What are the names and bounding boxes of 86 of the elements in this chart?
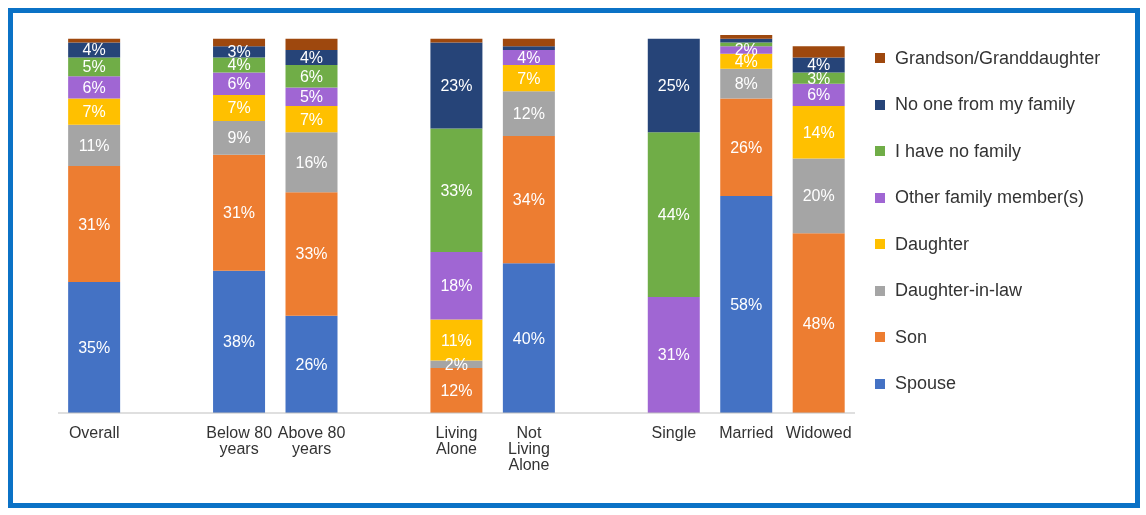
x-tick-label: Single	[651, 424, 697, 442]
data-label: 23%	[440, 77, 473, 95]
bar	[68, 282, 121, 413]
bar	[213, 121, 266, 155]
bar	[430, 128, 483, 253]
x-tick-label: Widowed	[785, 424, 852, 442]
bar	[720, 195, 773, 413]
x-tick-label: Living Alone	[435, 424, 478, 458]
data-label: 4%	[517, 48, 541, 66]
legend-label: Daughter	[894, 232, 971, 256]
bar	[68, 165, 121, 283]
legend-label: No one from my family	[894, 93, 1077, 117]
x-tick-label: Below 80 years	[206, 424, 273, 458]
data-label: 8%	[734, 75, 758, 93]
bar	[213, 154, 266, 271]
bar	[285, 38, 338, 50]
bar	[647, 132, 700, 297]
bar	[502, 91, 555, 137]
data-label: 9%	[227, 129, 251, 147]
data-label: 6%	[227, 75, 251, 93]
bar	[792, 46, 845, 58]
data-label: 5%	[299, 88, 324, 106]
data-label: 7%	[227, 99, 251, 117]
bar	[792, 106, 845, 159]
bar	[213, 270, 266, 413]
data-label: 4%	[227, 56, 251, 74]
bar	[430, 252, 483, 320]
legend-label: Other family member(s)	[894, 186, 1086, 210]
data-label: 7%	[299, 110, 324, 128]
bar	[502, 136, 555, 264]
data-label: 48%	[802, 314, 835, 332]
data-label: 6%	[82, 78, 106, 96]
data-label: 34%	[512, 191, 545, 209]
bar	[502, 263, 555, 413]
data-label: 26%	[295, 355, 328, 373]
bar	[285, 192, 338, 316]
data-label: 44%	[657, 206, 690, 224]
data-label: 18%	[440, 277, 473, 295]
data-label: 16%	[295, 153, 328, 171]
data-label: 11%	[78, 136, 110, 154]
data-label: 4%	[299, 48, 324, 66]
data-label: 31%	[78, 215, 111, 233]
data-label: 31%	[223, 204, 256, 222]
bar	[720, 35, 773, 39]
legend-label: Son	[894, 325, 929, 349]
data-label: 20%	[802, 187, 835, 205]
data-label: 3%	[807, 69, 831, 87]
x-tick-label: Not Living Alone	[508, 424, 550, 474]
bar	[502, 38, 555, 47]
data-label: 25%	[657, 77, 690, 95]
bar	[647, 38, 700, 133]
data-label: 6%	[807, 86, 831, 104]
data-label: 6%	[299, 67, 324, 85]
bar	[502, 46, 555, 50]
legend-label: Grandson/Granddaughter	[894, 46, 1102, 70]
x-tick-label: Above 80 years	[277, 424, 346, 458]
bar	[68, 124, 121, 166]
bar	[213, 38, 266, 47]
data-label: 33%	[295, 245, 328, 263]
data-label: 58%	[730, 295, 763, 313]
data-label: 35%	[78, 339, 111, 356]
bar	[647, 296, 700, 413]
x-tick-label: Married	[719, 424, 774, 442]
data-label: 7%	[82, 103, 106, 121]
x-tick-label: Overall	[68, 424, 120, 442]
bar	[285, 315, 338, 413]
bar	[792, 158, 845, 234]
data-label: 26%	[730, 138, 763, 156]
data-label: 12%	[440, 382, 473, 400]
legend-label: Spouse	[894, 372, 958, 396]
data-label: 11%	[440, 331, 472, 349]
bar	[430, 42, 483, 129]
bar	[792, 233, 845, 413]
data-label: 38%	[223, 333, 256, 351]
data-label: 12%	[512, 105, 545, 123]
legend-label: I have no family	[894, 139, 1023, 163]
bar	[720, 98, 773, 196]
legend-label: Daughter-in-law	[894, 279, 1024, 303]
data-label: 4%	[82, 41, 106, 59]
data-label: 33%	[440, 181, 473, 199]
data-label: 31%	[657, 346, 690, 364]
data-label: 7%	[517, 69, 541, 87]
data-label: 40%	[512, 329, 545, 347]
data-label: 14%	[802, 123, 835, 141]
bar	[285, 132, 338, 193]
data-label: 5%	[82, 58, 106, 76]
